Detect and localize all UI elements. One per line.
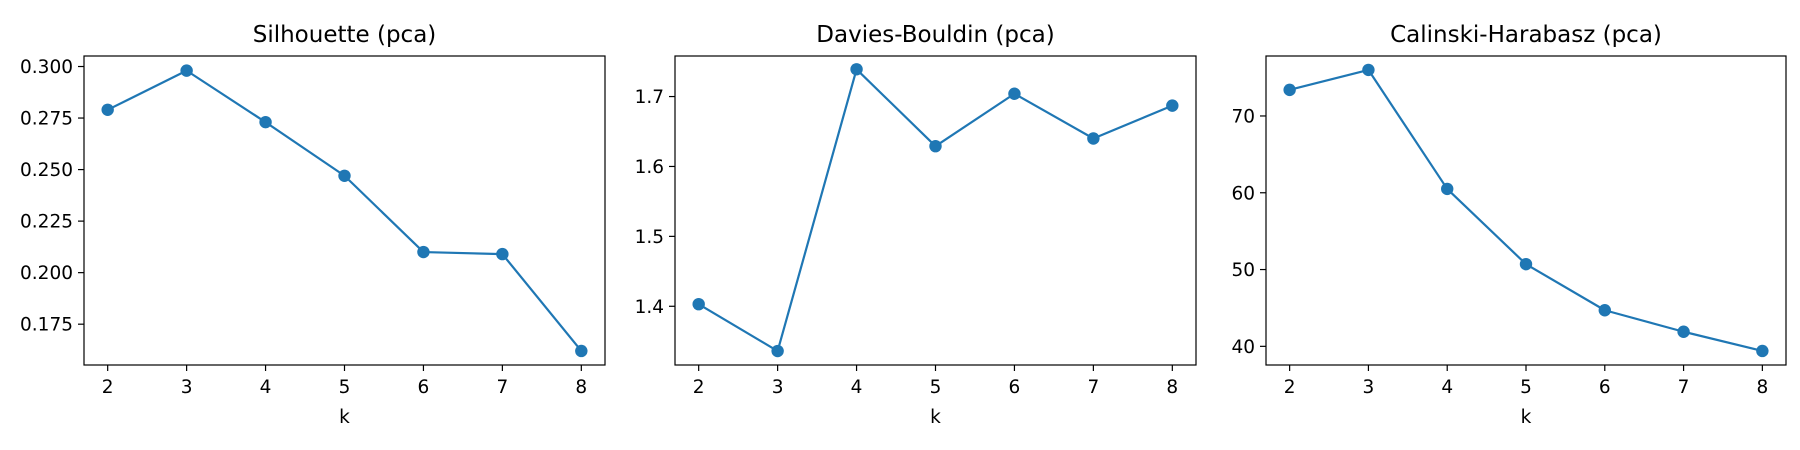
x-tick-label: 4 — [260, 377, 272, 398]
x-tick-label: 4 — [851, 377, 863, 398]
plot-area: 2 3 4 5 6 7 8 40 50 60 70 — [1231, 63, 1769, 398]
y-tick-label: 0.175 — [20, 315, 73, 336]
y-tick-label: 70 — [1231, 106, 1255, 127]
x-tick-label: 2 — [693, 377, 705, 398]
data-point — [259, 115, 272, 129]
data-point — [692, 297, 705, 311]
data-point — [496, 247, 509, 261]
data-point — [1087, 132, 1100, 145]
x-tick-label: 2 — [1284, 377, 1296, 398]
data-point — [929, 139, 942, 153]
data-point — [1362, 63, 1375, 77]
y-tick-label: 0.250 — [20, 160, 73, 181]
data-point — [1756, 344, 1769, 358]
x-tick-label: 5 — [1520, 377, 1532, 398]
x-tick-label: 8 — [1756, 377, 1768, 398]
data-point — [1519, 257, 1533, 271]
x-axis-label: k — [339, 407, 350, 428]
x-tick-label: 8 — [1166, 377, 1178, 398]
x-tick-label: 3 — [181, 377, 193, 398]
x-tick-label: 7 — [496, 377, 508, 398]
x-tick-label: 4 — [1441, 377, 1453, 398]
x-axis-label: k — [930, 407, 941, 428]
data-point — [1166, 99, 1179, 112]
plot-area: 2 3 4 5 6 7 8 1.4 1.5 1.6 1.7 — [635, 63, 1179, 398]
x-tick-label: 6 — [1599, 377, 1611, 398]
x-tick-label: 5 — [339, 377, 351, 398]
panel-title: Silhouette (pca) — [253, 22, 437, 48]
x-tick-label: 2 — [102, 377, 114, 398]
data-point — [1283, 83, 1296, 97]
y-tick-label: 1.4 — [635, 297, 664, 318]
y-tick-label: 1.7 — [635, 87, 664, 108]
x-tick-label: 3 — [1363, 377, 1375, 398]
data-point — [1008, 87, 1021, 100]
plot-area: 2 3 4 5 6 7 8 0.175 0.200 0.225 0.250 0.275 0.300 — [20, 57, 588, 398]
data-point — [101, 103, 114, 117]
x-tick-label: 5 — [930, 377, 942, 398]
x-tick-label: 6 — [1009, 377, 1021, 398]
y-tick-label: 0.275 — [20, 109, 73, 130]
y-tick-label: 0.225 — [20, 212, 73, 233]
y-tick-label: 1.6 — [635, 157, 664, 178]
data-point — [575, 344, 588, 358]
y-tick-label: 0.300 — [20, 57, 73, 78]
davies-bouldin-panel: Davies-Bouldin (pca) 2 3 4 5 6 7 8 1.4 1.5 1.6 1.7… — [635, 22, 1197, 428]
y-tick-label: 1.5 — [635, 227, 664, 248]
data-point — [1677, 325, 1690, 338]
y-tick-label: 60 — [1231, 183, 1255, 204]
data-point — [417, 245, 430, 259]
y-tick-label: 0.200 — [20, 263, 73, 284]
x-tick-label: 8 — [575, 377, 587, 398]
x-axis-label: k — [1521, 407, 1532, 428]
x-tick-label: 3 — [772, 377, 784, 398]
x-tick-label: 7 — [1678, 377, 1690, 398]
axes-frame — [83, 55, 606, 366]
y-tick-label: 50 — [1231, 260, 1255, 281]
axes-frame — [674, 55, 1197, 366]
silhouette-panel: Silhouette (pca) 2 3 4 5 6 7 8 0.175 0.200 0.225 0… — [20, 22, 606, 428]
calinski-harabasz-panel: Calinski-Harabasz (pca) 2 3 4 5 6 7 840506070 … — [1231, 22, 1787, 428]
axes-frame — [1265, 55, 1787, 366]
x-tick-label: 6 — [418, 377, 430, 398]
data-point — [771, 344, 784, 358]
data-point — [850, 63, 863, 76]
y-tick-label: 40 — [1231, 337, 1255, 358]
data-point — [1441, 182, 1454, 196]
data-point — [180, 64, 193, 77]
data-point — [1598, 304, 1611, 317]
panel-title: Davies-Bouldin (pca) — [816, 22, 1054, 48]
x-tick-label: 7 — [1087, 377, 1099, 398]
data-point — [338, 169, 351, 182]
panel-title: Calinski-Harabasz (pca) — [1390, 22, 1662, 48]
